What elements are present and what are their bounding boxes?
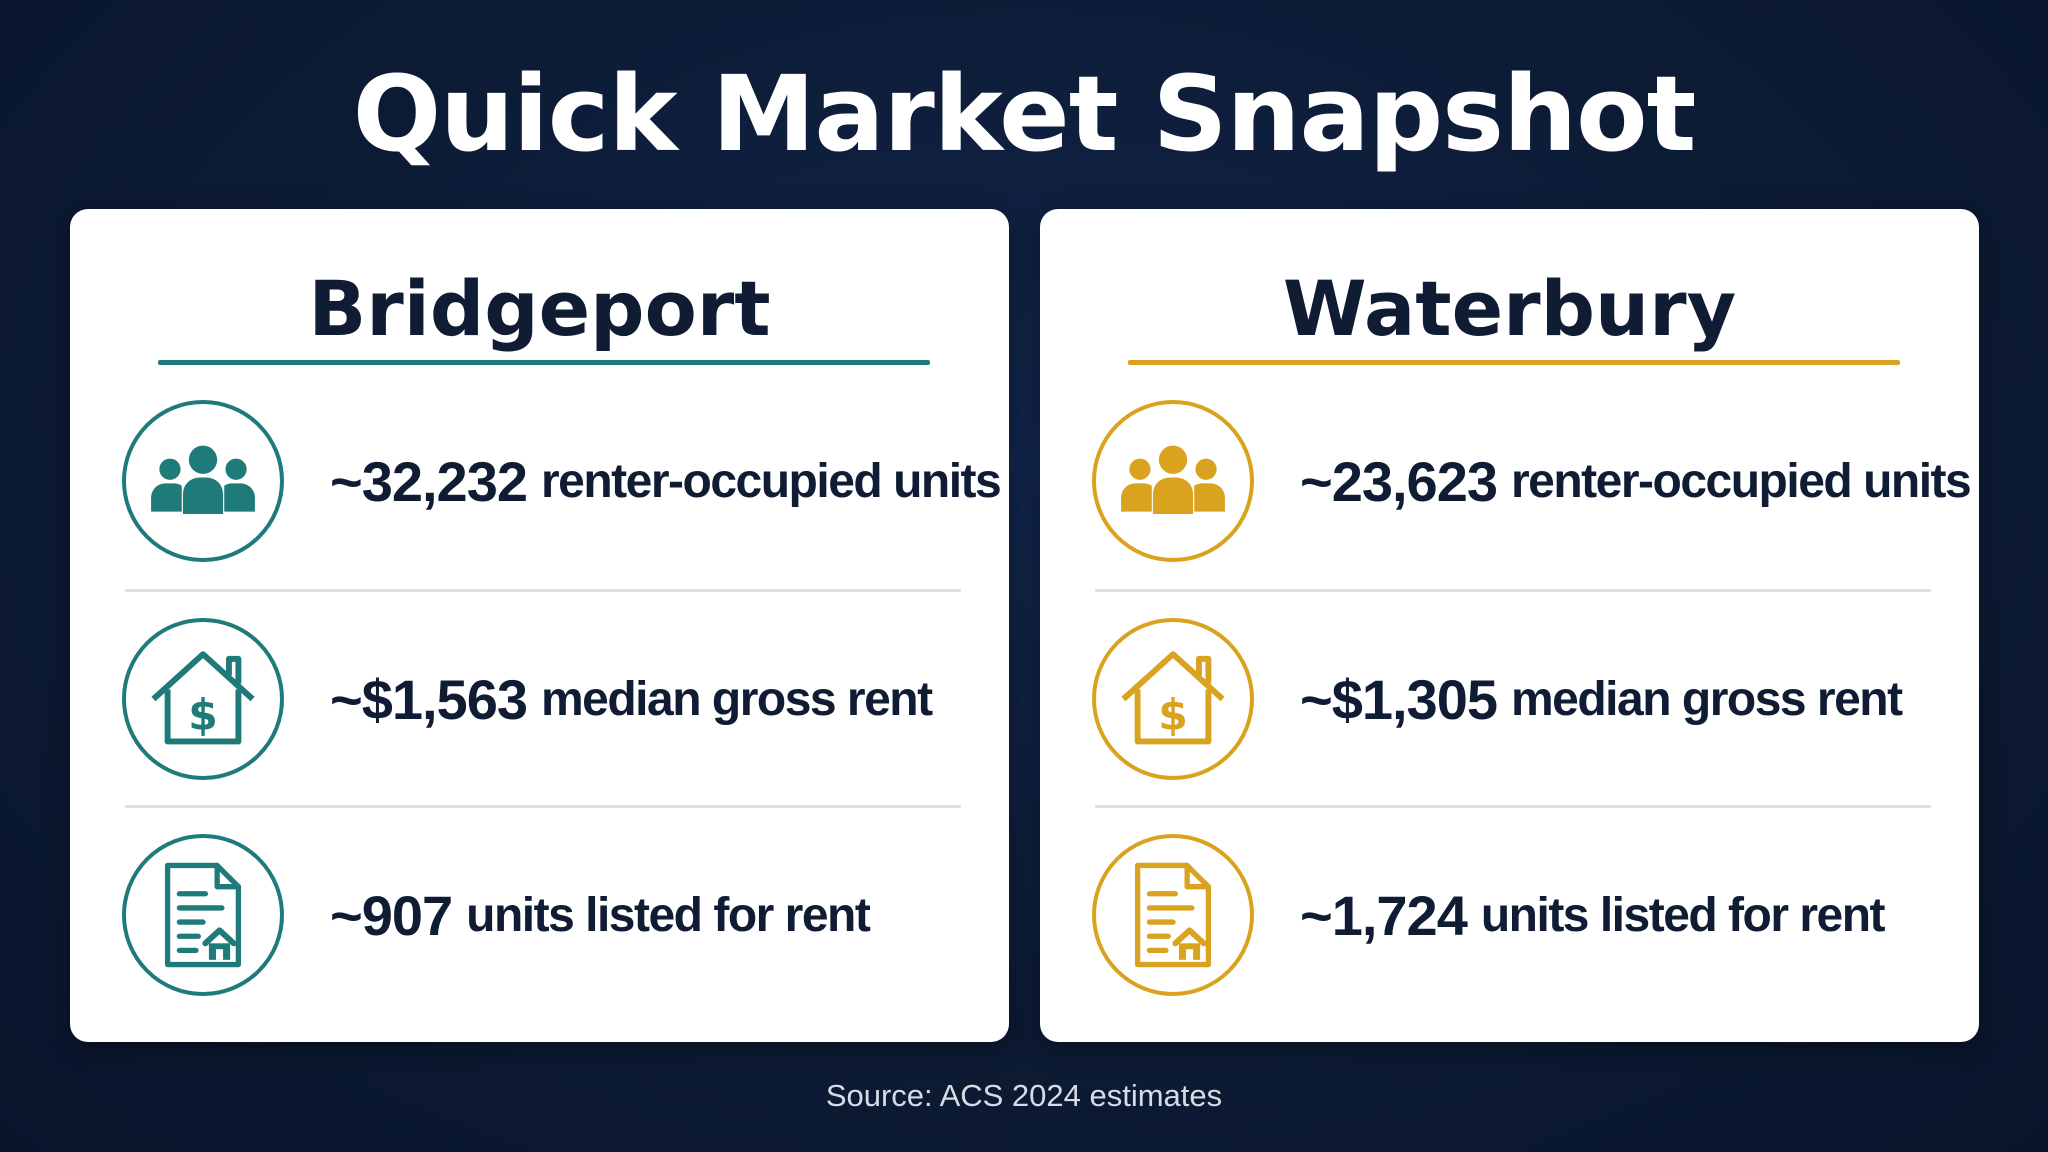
people-icon <box>122 400 284 562</box>
row-divider <box>125 589 961 592</box>
city-underline <box>158 360 930 365</box>
source-note: Source: ACS 2024 estimates <box>825 1078 1223 1113</box>
stat-label: renter-occupied units <box>540 454 1002 508</box>
stat-value: ~32,232 <box>330 449 528 513</box>
stat-label: median gross rent <box>1510 672 1903 726</box>
stat-value: ~$1,305 <box>1300 667 1498 731</box>
stat-value: ~907 <box>330 883 453 947</box>
stat-row-listed-units: ~1,724 units listed for rent <box>1092 807 1931 1023</box>
stat-value: ~$1,563 <box>330 667 528 731</box>
listing-document-icon <box>1092 834 1254 996</box>
stat-row-renter-units: ~23,623 renter-occupied units <box>1092 373 1972 589</box>
city-underline <box>1128 360 1900 365</box>
stat-text: ~$1,563 median gross rent <box>330 591 933 807</box>
stat-label: renter-occupied units <box>1510 454 1972 508</box>
stat-value: ~1,724 <box>1300 883 1468 947</box>
city-card-bridgeport: Bridgeport ~32,232 renter-occupied units <box>70 209 1009 1042</box>
stat-text: ~1,724 units listed for rent <box>1300 807 1886 1023</box>
stat-text: ~907 units listed for rent <box>330 807 871 1023</box>
row-divider <box>1095 805 1931 808</box>
stat-row-renter-units: ~32,232 renter-occupied units <box>122 373 1002 589</box>
stat-label: units listed for rent <box>466 888 871 942</box>
people-icon <box>1092 400 1254 562</box>
city-name: Bridgeport <box>308 264 771 353</box>
stat-text: ~32,232 renter-occupied units <box>330 373 1002 589</box>
stat-row-listed-units: ~907 units listed for rent <box>122 807 961 1023</box>
city-card-waterbury: Waterbury ~23,623 renter-occupied units <box>1040 209 1979 1042</box>
house-dollar-icon: $ <box>122 618 284 780</box>
stat-label: median gross rent <box>540 672 933 726</box>
stat-value: ~23,623 <box>1300 449 1498 513</box>
svg-text:$: $ <box>188 692 218 741</box>
row-divider <box>1095 589 1931 592</box>
stat-label: units listed for rent <box>1480 888 1886 942</box>
listing-document-icon <box>122 834 284 996</box>
page-title: Quick Market Snapshot <box>352 53 1697 175</box>
stat-text: ~23,623 renter-occupied units <box>1300 373 1972 589</box>
city-name: Waterbury <box>1282 264 1737 353</box>
row-divider <box>125 805 961 808</box>
stat-row-median-rent: $ ~$1,305 median gross rent <box>1092 591 1931 807</box>
stat-row-median-rent: $ ~$1,563 median gross rent <box>122 591 961 807</box>
stat-text: ~$1,305 median gross rent <box>1300 591 1903 807</box>
svg-text:$: $ <box>1158 692 1188 741</box>
house-dollar-icon: $ <box>1092 618 1254 780</box>
